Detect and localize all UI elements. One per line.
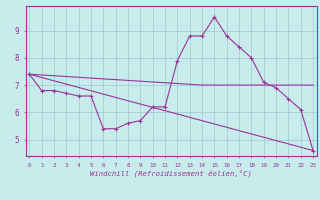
- X-axis label: Windchill (Refroidissement éolien,°C): Windchill (Refroidissement éolien,°C): [90, 169, 252, 177]
